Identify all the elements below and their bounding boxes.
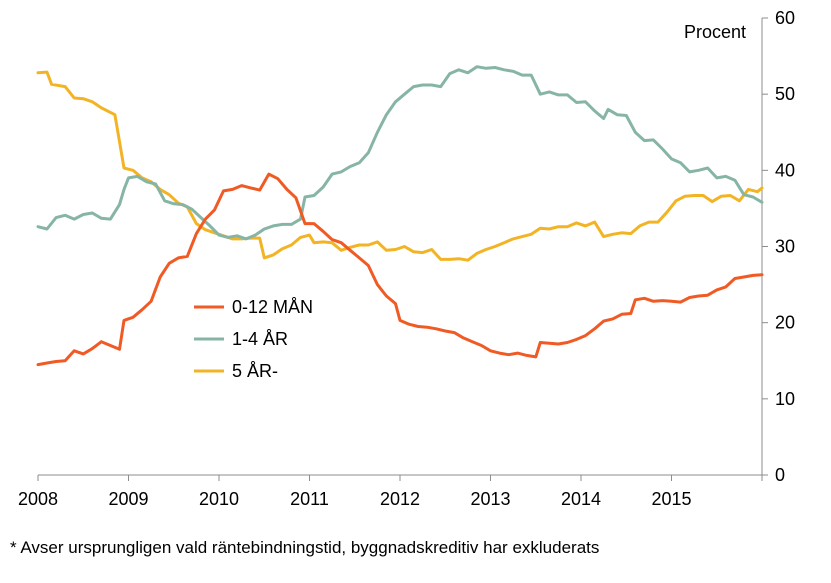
footnote: * Avser ursprungligen vald räntebindning… [10, 538, 600, 557]
y-tick-label: 30 [775, 237, 795, 257]
x-tick-label: 2009 [108, 489, 148, 509]
y-tick-label: 50 [775, 84, 795, 104]
legend: 0-12 MÅN 1-4 ÅR 5 ÅR- [194, 297, 313, 381]
unit-label: Procent [684, 22, 746, 42]
x-tick-label: 2008 [18, 489, 58, 509]
legend-label: 0-12 MÅN [232, 297, 313, 317]
line-chart: 0 10 20 30 40 50 60 2008 2009 2010 2011 2012 2013 201… [18, 8, 795, 509]
x-tick-label: 2015 [651, 489, 691, 509]
y-tick-label: 60 [775, 8, 795, 28]
legend-label: 1-4 ÅR [232, 329, 288, 349]
y-tick-label: 0 [775, 465, 785, 485]
y-tick-label: 40 [775, 160, 795, 180]
axes: 0 10 20 30 40 50 60 2008 2009 2010 2011 2012 2013 201… [18, 8, 795, 509]
series-line [36, 65, 764, 241]
x-tick-label: 2013 [470, 489, 510, 509]
x-tick-label: 2011 [290, 489, 329, 509]
series-line [36, 172, 764, 367]
y-tick-label: 10 [775, 389, 795, 409]
series-lines [36, 65, 764, 367]
x-tick-label: 2014 [561, 489, 601, 509]
series-line [36, 70, 764, 262]
y-tick-label: 20 [775, 313, 795, 333]
chart-area: 0 10 20 30 40 50 60 2008 2009 2010 2011 2012 2013 201… [18, 8, 795, 509]
legend-label: 5 ÅR- [232, 361, 278, 381]
x-tick-label: 2010 [199, 489, 239, 509]
x-tick-label: 2012 [380, 489, 420, 509]
